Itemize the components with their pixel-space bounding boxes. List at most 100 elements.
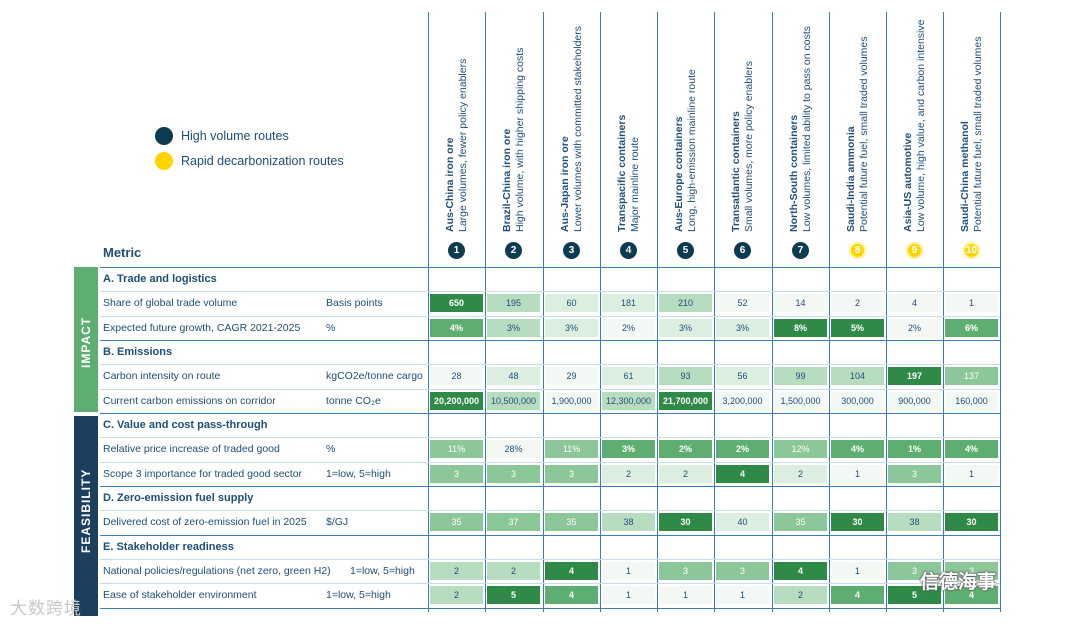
section-header: A. Trade and logistics [103,273,217,285]
row-divider [100,486,1000,487]
route-title: Saudi-China methanol [959,121,971,232]
metric-unit: % [326,443,336,455]
route-label-7: North-South containers Low volumes, limit… [788,26,813,232]
heatmap-cell: 4% [831,440,884,458]
column-divider [1000,12,1001,612]
route-number-1: 1 [448,242,465,259]
route-number-8: 8 [849,242,866,259]
heatmap-cell: 1 [945,294,998,312]
row-divider [100,558,1000,560]
heatmap-cell: 28 [430,367,483,385]
column-divider [600,12,601,612]
heatmap-cell: 104 [831,367,884,385]
heatmap-cell: 1 [659,586,712,604]
column-divider [886,12,887,612]
route-label-8: Saudi-India ammonia Potential future fuel… [845,36,870,232]
heatmap-cell: 40 [716,513,769,531]
heatmap-cell: 3 [716,561,769,580]
metric-column-header: Metric [103,245,142,260]
metric-unit: 1=low, 5=high [326,589,391,601]
heatmap-cell: 195 [487,294,540,312]
column-divider [428,12,429,612]
heatmap-cell: 3% [716,318,769,337]
heatmap-cell: 4 [545,586,598,604]
route-label-5: Aus-Europe containers Long, high-emission… [673,69,698,232]
route-subtitle: Potential future fuel, small traded volu… [857,36,870,232]
heatmap-cell: 160,000 [945,391,998,410]
route-label-3: Aus-Japan iron ore Lower volumes with com… [559,26,584,232]
section-header: E. Stakeholder readiness [103,540,234,553]
column-divider [714,12,715,612]
heatmap-cell: 3% [602,440,655,458]
route-label-9: Asia-US automotive Low volume, high value… [902,20,927,232]
heatmap-cell: 2 [430,586,483,604]
column-divider [485,12,486,612]
heatmap-cell: 3 [430,464,483,483]
heatmap-cell: 4 [945,586,998,604]
heatmap-cell: 61 [602,367,655,385]
heatmap-cell: 3 [945,561,998,580]
route-title: Aus-China iron ore [444,137,456,232]
route-number-10: 10 [963,242,980,259]
route-title: North-South containers [788,114,800,232]
heatmap-cell: 48 [487,367,540,385]
column-divider [943,12,944,612]
route-number-6: 6 [734,242,751,259]
row-divider [100,315,1000,317]
heatmap-cell: 2% [602,318,655,337]
route-subtitle: Low volume, high value, and carbon inten… [914,19,927,232]
route-subtitle: High volume, with higher shipping costs [513,47,526,232]
watermark-right: 信德海事 [920,572,997,593]
heatmap-cell: 1,900,000 [545,391,598,410]
feasibility-bar [74,416,98,616]
column-divider [543,12,544,612]
metric-label: Carbon intensity on route [103,370,221,382]
heatmap-cell: 10,500,000 [487,391,540,410]
heatmap-cell: 6% [945,318,998,337]
row-divider [100,340,1000,341]
heatmap-cell: 181 [602,294,655,312]
metric-label: Relative price increase of traded good [103,443,280,455]
route-subtitle: Long, high-emission mainline route [685,69,698,232]
metric-unit: 1=low, 5=high [326,467,391,480]
metric-unit: 1=low, 5=high [350,564,415,577]
heatmap-cell: 11% [430,440,483,458]
heatmap-cell: 3,200,000 [716,391,769,410]
route-label-4: Transpacific containers Major mainline ro… [616,115,641,232]
metric-unit: Basis points [326,297,383,309]
heatmap-cell: 21,700,000 [659,391,712,410]
heatmap-cell: 2% [659,440,712,458]
heatmap-cell: 3% [545,318,598,337]
section-header: D. Zero-emission fuel supply [103,492,254,504]
metric-label: Expected future growth, CAGR 2021-2025 [103,321,301,334]
heatmap-cell: 30 [831,513,884,531]
heatmap-cell: 4 [888,294,941,312]
heatmap-cell: 4 [716,464,769,483]
heatmap-cell: 30 [659,513,712,531]
heatmap-cell: 197 [888,367,941,385]
row-divider [100,388,1000,390]
heatmap-cell: 1% [888,440,941,458]
heatmap-cell: 14 [774,294,827,312]
route-subtitle: Low volumes, limited ability to pass on … [800,25,813,232]
heatmap-cell: 2 [602,464,655,483]
heatmap-cell: 1,500,000 [774,391,827,410]
heatmap-cell: 52 [716,294,769,312]
heatmap-cell: 2 [659,464,712,483]
row-divider [100,607,1000,609]
metric-label: Share of global trade volume [103,297,238,309]
high-volume-legend-label: High volume routes [181,129,289,143]
metric-label: National policies/regulations (net zero,… [103,564,331,577]
heatmap-cell: 3 [888,561,941,580]
heatmap-cell: 28% [487,440,540,458]
heatmap-cell: 37 [487,513,540,531]
heatmap-cell: 210 [659,294,712,312]
heatmap-cell: 93 [659,367,712,385]
heatmap-cell: 2% [716,440,769,458]
heatmap-cell: 300,000 [831,391,884,410]
route-title: Transpacific containers [616,114,628,232]
route-label-1: Aus-China iron ore Large volumes, fewer p… [444,59,469,232]
metric-label: Delivered cost of zero-emission fuel in … [103,516,307,528]
heatmap-cell: 3 [659,561,712,580]
route-subtitle: Large volumes, fewer policy enablers [456,58,469,232]
